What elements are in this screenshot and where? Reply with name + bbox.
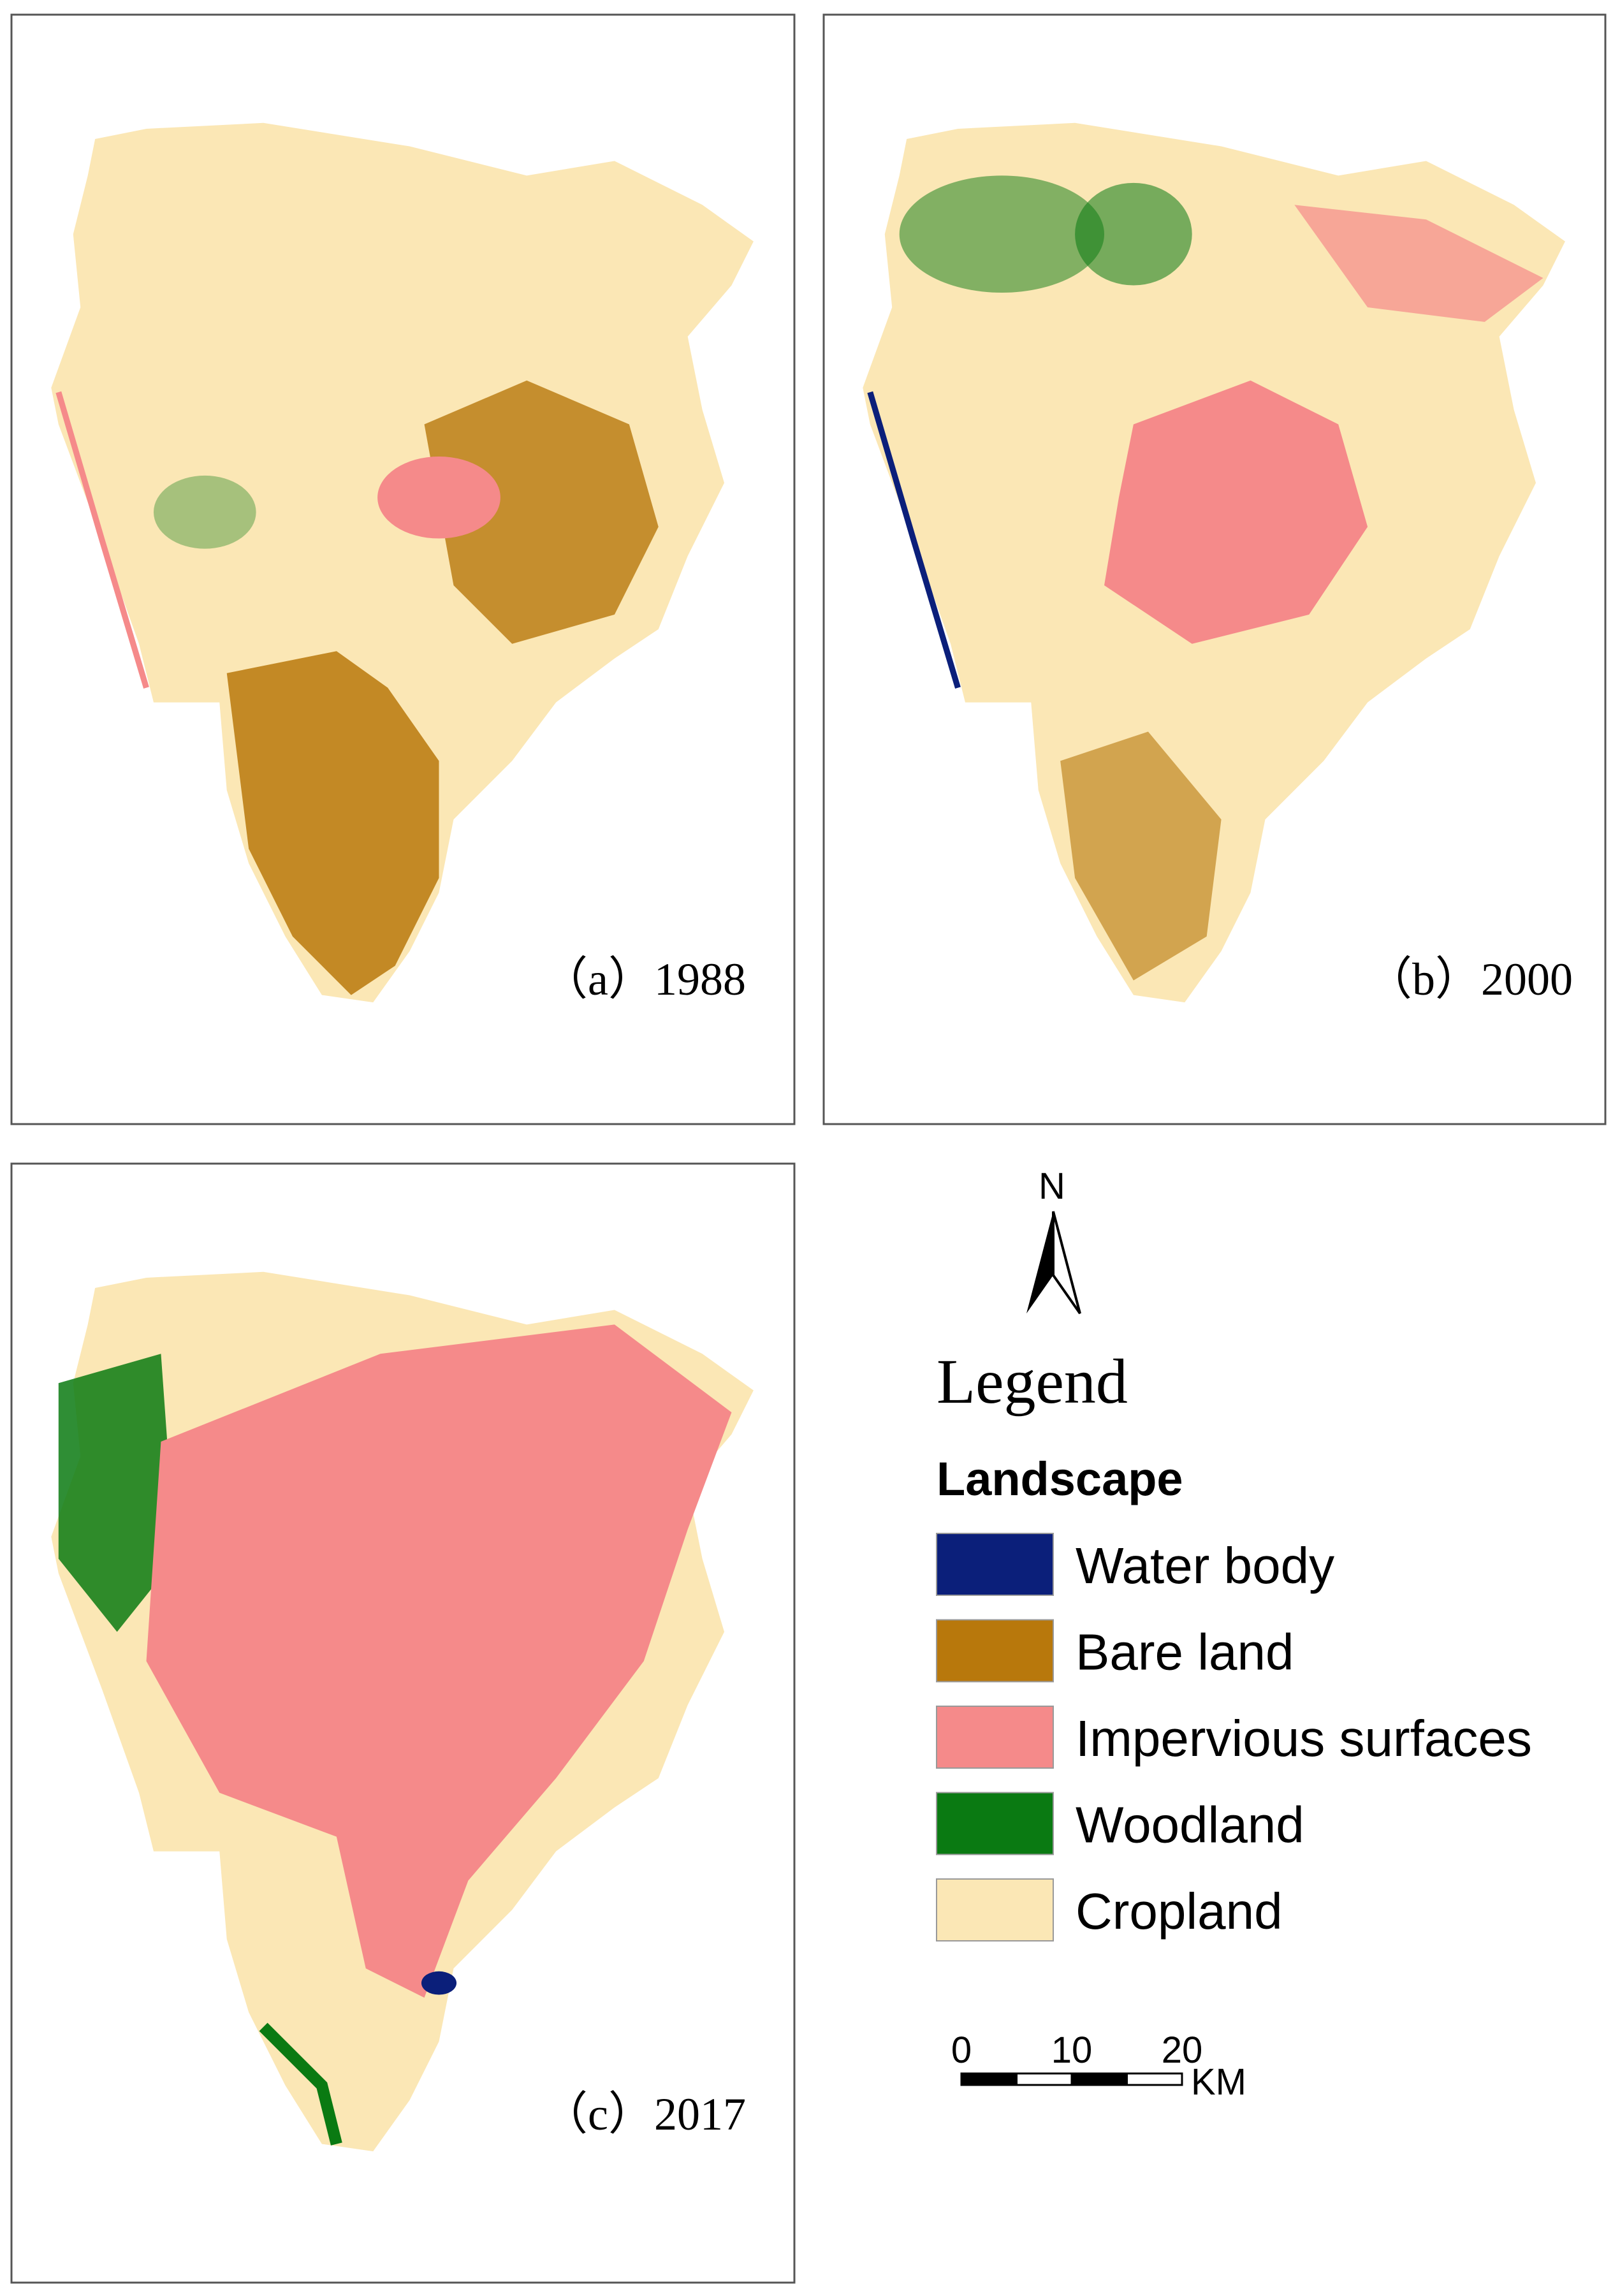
legend: Water body Bare land Impervious surfaces Wo… xyxy=(936,1533,1532,1941)
impervious-area xyxy=(1294,205,1543,322)
map-a xyxy=(51,122,754,1003)
bare-land-area xyxy=(226,651,439,995)
scale-tick-label: 0 xyxy=(951,2029,972,2071)
woodland-area xyxy=(1075,182,1192,286)
river xyxy=(55,391,149,689)
legend-label: Cropland xyxy=(1076,1883,1283,1940)
legend-swatch xyxy=(936,1878,1054,1941)
scale-tick-label: 10 xyxy=(1051,2029,1093,2071)
panel-label: （c）2017 xyxy=(542,2089,746,2140)
legend-label: Water body xyxy=(1076,1537,1334,1594)
impervious-area xyxy=(146,1324,732,1998)
woodland-area xyxy=(58,1354,176,1632)
scale-segment xyxy=(960,2072,1018,2086)
legend-swatch xyxy=(936,1792,1054,1855)
legend-swatch xyxy=(936,1533,1054,1596)
north-arrow xyxy=(1026,1211,1053,1313)
impervious-area xyxy=(1104,380,1368,644)
legend-label: Impervious surfaces xyxy=(1076,1710,1532,1767)
legend-swatch xyxy=(936,1619,1054,1683)
woodland-area xyxy=(899,175,1104,293)
bare-land-area xyxy=(424,380,659,644)
legend-swatch xyxy=(936,1706,1054,1769)
scale-tick-label: 20 xyxy=(1162,2029,1203,2071)
scale-segment xyxy=(1016,2072,1073,2086)
panel-label: （a）1988 xyxy=(542,954,746,1005)
scale-segment xyxy=(1126,2072,1183,2086)
north-arrow xyxy=(1052,1211,1081,1315)
map-c xyxy=(51,1271,754,2152)
panel-label: （b）2000 xyxy=(1366,954,1573,1005)
map-b xyxy=(863,122,1565,1003)
scale-unit: KM xyxy=(1191,2061,1246,2103)
scale-segment xyxy=(1070,2072,1128,2086)
woodland-strip xyxy=(259,2022,342,2146)
impervious-area xyxy=(377,457,500,539)
legend-subtitle: Landscape xyxy=(937,1452,1183,1505)
river xyxy=(867,391,961,689)
water-body xyxy=(421,1971,457,1995)
legend-title: Legend xyxy=(937,1346,1128,1417)
bare-land-area xyxy=(1060,731,1222,981)
woodland-area xyxy=(153,475,256,549)
legend-label: Woodland xyxy=(1076,1797,1304,1854)
legend-label: Bare land xyxy=(1076,1624,1294,1681)
north-label: N xyxy=(1039,1166,1065,1207)
